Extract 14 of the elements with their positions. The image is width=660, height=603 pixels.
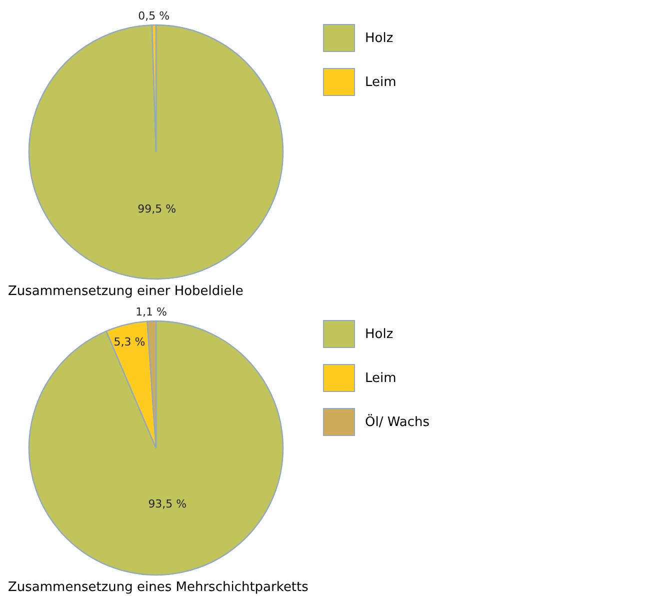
text: Zusammensetzung einer Hobeldiele (8, 284, 244, 299)
pie-slice (28, 24, 284, 280)
data-label: 93,5 % (148, 497, 187, 510)
legend-label: Holz (365, 326, 394, 342)
legend-label: Holz (365, 30, 394, 46)
data-label: 99,5 % (138, 202, 176, 216)
data-label: 5,3 % (114, 335, 146, 348)
legend-label: Öl/ Wachs (365, 414, 430, 430)
data-label: 1,1 % (136, 306, 168, 319)
text: Zusammensetzung eines Mehrschichtparketts (8, 580, 308, 595)
data-label: 0,5 % (138, 10, 170, 23)
pie-slice (28, 320, 284, 576)
legend-label: Leim (365, 74, 396, 90)
legend-label: Leim (365, 370, 396, 386)
